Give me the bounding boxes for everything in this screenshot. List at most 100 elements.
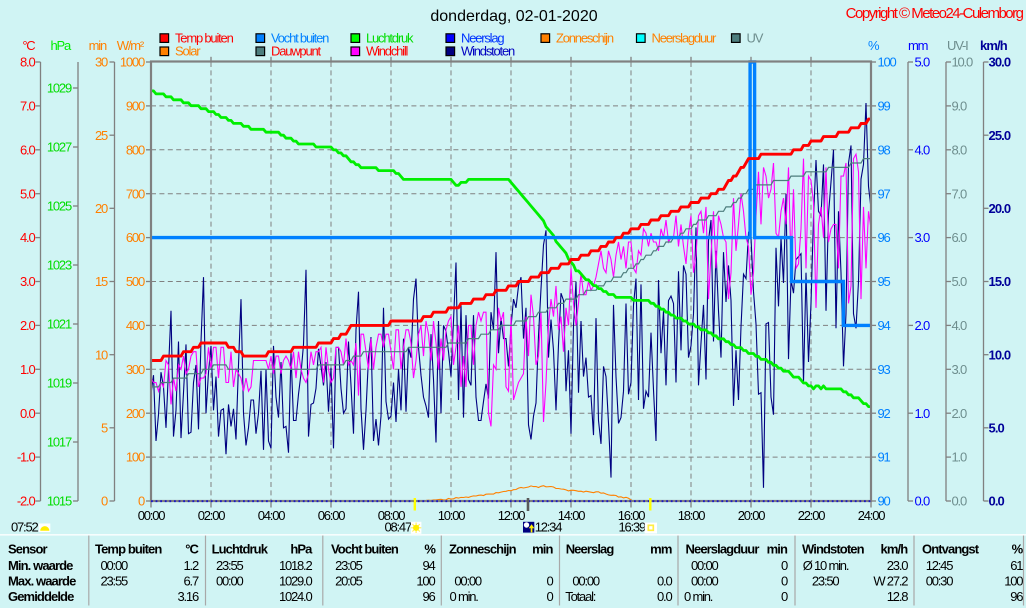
svg-text:5.0: 5.0 xyxy=(989,420,1005,435)
svg-text:20:05: 20:05 xyxy=(335,574,363,589)
svg-text:2.0: 2.0 xyxy=(915,318,930,333)
svg-text:25: 25 xyxy=(95,128,108,143)
svg-text:400: 400 xyxy=(126,318,145,333)
svg-text:2.0: 2.0 xyxy=(952,406,967,421)
svg-text:1029.0: 1029.0 xyxy=(279,574,313,589)
svg-text:1.0: 1.0 xyxy=(915,406,930,421)
svg-text:23:50: 23:50 xyxy=(812,574,840,589)
svg-text:1000: 1000 xyxy=(120,55,145,70)
svg-text:3.0: 3.0 xyxy=(915,230,930,245)
svg-text:0.0: 0.0 xyxy=(915,494,930,509)
svg-text:18:00: 18:00 xyxy=(678,508,706,523)
svg-text:Neerslagduur: Neerslagduur xyxy=(652,30,718,45)
svg-text:15: 15 xyxy=(95,274,108,289)
svg-text:95: 95 xyxy=(878,274,891,289)
svg-text:96: 96 xyxy=(1010,589,1023,604)
svg-text:0.0: 0.0 xyxy=(952,494,967,509)
svg-text:08:00: 08:00 xyxy=(378,508,406,523)
svg-text:8.0: 8.0 xyxy=(952,142,967,157)
svg-text:0.0: 0.0 xyxy=(657,589,672,604)
svg-text:00:00: 00:00 xyxy=(454,574,482,589)
svg-text:23:05: 23:05 xyxy=(335,558,363,573)
svg-text:%: % xyxy=(868,38,880,53)
svg-text:00:00: 00:00 xyxy=(572,574,600,589)
svg-text:1024.0: 1024.0 xyxy=(279,589,313,604)
svg-text:-2.0: -2.0 xyxy=(17,494,36,509)
svg-text:%: % xyxy=(424,542,436,557)
svg-text:3.0: 3.0 xyxy=(20,274,35,289)
svg-text:99: 99 xyxy=(878,99,891,114)
svg-text:00:00: 00:00 xyxy=(691,574,719,589)
svg-text:0.0: 0.0 xyxy=(989,494,1005,509)
svg-text:0: 0 xyxy=(546,574,553,589)
svg-text:06:00: 06:00 xyxy=(318,508,346,523)
svg-text:92: 92 xyxy=(878,406,891,421)
svg-text:94: 94 xyxy=(422,558,435,573)
svg-text:6.7: 6.7 xyxy=(184,574,199,589)
svg-text:00:00: 00:00 xyxy=(216,574,244,589)
svg-text:UV-I: UV-I xyxy=(947,38,968,53)
svg-text:4.0: 4.0 xyxy=(952,318,967,333)
svg-text:15.0: 15.0 xyxy=(989,274,1011,289)
svg-text:donderdag, 02-01-2020: donderdag, 02-01-2020 xyxy=(430,8,597,25)
svg-text:2.0: 2.0 xyxy=(20,318,35,333)
svg-text:7.0: 7.0 xyxy=(952,186,967,201)
svg-text:5.0: 5.0 xyxy=(20,186,35,201)
svg-text:30: 30 xyxy=(95,55,108,70)
svg-text:00:00: 00:00 xyxy=(101,558,129,573)
svg-text:°C: °C xyxy=(22,38,35,53)
svg-text:10.0: 10.0 xyxy=(952,55,973,70)
svg-text:4.0: 4.0 xyxy=(915,142,930,157)
svg-text:04:00: 04:00 xyxy=(258,508,286,523)
svg-text:Zonneschijn: Zonneschijn xyxy=(449,542,517,557)
svg-text:3.16: 3.16 xyxy=(177,589,198,604)
svg-text:100: 100 xyxy=(126,450,145,465)
svg-text:1019: 1019 xyxy=(47,376,72,391)
svg-text:30.0: 30.0 xyxy=(989,55,1011,70)
svg-text:20.0: 20.0 xyxy=(989,201,1011,216)
svg-text:12.8: 12.8 xyxy=(887,589,908,604)
svg-text:23:55: 23:55 xyxy=(216,558,244,573)
svg-text:UV: UV xyxy=(747,30,764,45)
svg-text:hPa: hPa xyxy=(50,38,72,53)
svg-text:Luchtdruk: Luchtdruk xyxy=(366,30,414,45)
svg-text:0: 0 xyxy=(781,558,788,573)
svg-text:0: 0 xyxy=(781,589,788,604)
svg-text:Solar: Solar xyxy=(175,44,201,59)
svg-text:300: 300 xyxy=(126,362,145,377)
svg-text:16:39: 16:39 xyxy=(618,520,646,535)
svg-text:1021: 1021 xyxy=(47,317,72,332)
svg-text:km/h: km/h xyxy=(980,38,1008,53)
svg-text:Min. waarde: Min. waarde xyxy=(8,558,73,573)
svg-text:800: 800 xyxy=(126,142,145,157)
svg-text:500: 500 xyxy=(126,274,145,289)
svg-text:25.0: 25.0 xyxy=(989,128,1011,143)
svg-text:91: 91 xyxy=(878,450,891,465)
svg-text:600: 600 xyxy=(126,230,145,245)
svg-text:98: 98 xyxy=(878,142,891,157)
svg-text:Ø 10 min.: Ø 10 min. xyxy=(803,558,849,573)
svg-text:0 min.: 0 min. xyxy=(684,589,713,604)
svg-text:20:00: 20:00 xyxy=(738,508,766,523)
svg-text:96: 96 xyxy=(422,589,435,604)
svg-text:5.0: 5.0 xyxy=(915,55,930,70)
svg-text:10:00: 10:00 xyxy=(438,508,466,523)
svg-text:min: min xyxy=(89,38,107,53)
svg-text:100: 100 xyxy=(878,55,897,70)
svg-text:9.0: 9.0 xyxy=(952,99,967,114)
svg-text:Ontvangst: Ontvangst xyxy=(922,542,980,557)
svg-text:1.2: 1.2 xyxy=(184,558,199,573)
svg-text:00:30: 00:30 xyxy=(926,574,954,589)
svg-text:97: 97 xyxy=(878,186,891,201)
svg-text:200: 200 xyxy=(126,406,145,421)
svg-text:20: 20 xyxy=(95,201,108,216)
svg-text:mm: mm xyxy=(908,38,928,53)
svg-text:Neerslag: Neerslag xyxy=(461,30,504,45)
svg-text:Vocht buiten: Vocht buiten xyxy=(271,30,329,45)
svg-text:24:00: 24:00 xyxy=(858,508,886,523)
svg-text:Temp buiten: Temp buiten xyxy=(95,542,162,557)
svg-text:Windstoten: Windstoten xyxy=(802,542,865,557)
svg-text:mm: mm xyxy=(650,542,672,557)
svg-text:Zonneschijn: Zonneschijn xyxy=(556,30,614,45)
svg-text:61: 61 xyxy=(1010,558,1023,573)
